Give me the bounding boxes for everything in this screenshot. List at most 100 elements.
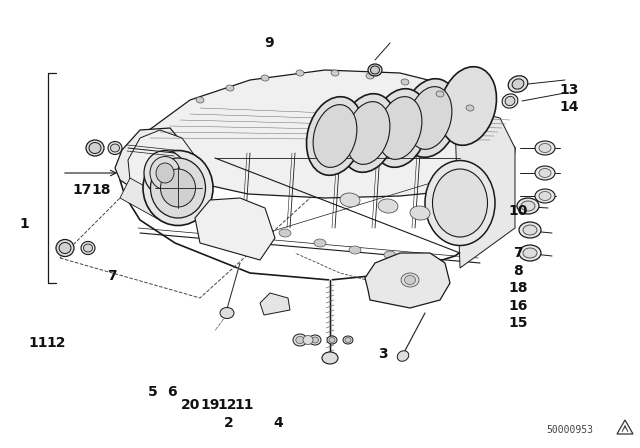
Text: 8: 8	[513, 264, 524, 278]
Ellipse shape	[313, 105, 357, 168]
Ellipse shape	[345, 338, 351, 342]
Ellipse shape	[161, 169, 195, 207]
Ellipse shape	[220, 307, 234, 319]
Ellipse shape	[108, 142, 122, 155]
Ellipse shape	[150, 158, 205, 218]
Ellipse shape	[535, 166, 555, 180]
Ellipse shape	[81, 241, 95, 254]
Ellipse shape	[309, 335, 321, 345]
Ellipse shape	[371, 66, 380, 74]
Ellipse shape	[539, 143, 551, 152]
Ellipse shape	[83, 244, 93, 252]
Ellipse shape	[349, 246, 361, 254]
Text: 12: 12	[47, 336, 66, 350]
Ellipse shape	[156, 163, 174, 183]
Ellipse shape	[436, 91, 444, 97]
Text: 11: 11	[29, 336, 48, 350]
Ellipse shape	[466, 105, 474, 111]
Ellipse shape	[296, 70, 304, 76]
Ellipse shape	[226, 85, 234, 91]
Ellipse shape	[502, 94, 518, 108]
Ellipse shape	[535, 189, 555, 203]
Text: 13: 13	[560, 82, 579, 97]
Ellipse shape	[523, 248, 537, 258]
Text: 7: 7	[513, 246, 524, 260]
Ellipse shape	[425, 160, 495, 246]
Text: 20: 20	[181, 398, 200, 413]
Polygon shape	[120, 178, 175, 223]
Ellipse shape	[150, 156, 180, 190]
Ellipse shape	[384, 251, 396, 259]
Ellipse shape	[404, 276, 415, 284]
Ellipse shape	[339, 94, 397, 172]
Ellipse shape	[512, 79, 524, 89]
Ellipse shape	[331, 70, 339, 76]
Ellipse shape	[143, 151, 213, 225]
Ellipse shape	[340, 193, 360, 207]
Text: 50000953: 50000953	[547, 425, 593, 435]
Text: 11: 11	[235, 398, 254, 413]
Text: 16: 16	[509, 298, 528, 313]
Ellipse shape	[111, 144, 120, 152]
Ellipse shape	[414, 254, 426, 262]
Text: 6: 6	[166, 385, 177, 399]
Text: 9: 9	[264, 35, 274, 50]
Ellipse shape	[303, 336, 313, 345]
Text: 3: 3	[378, 347, 388, 361]
Ellipse shape	[329, 338, 335, 342]
Polygon shape	[130, 70, 512, 198]
Ellipse shape	[401, 273, 419, 287]
Text: 15: 15	[509, 316, 528, 331]
Ellipse shape	[440, 67, 497, 145]
Ellipse shape	[312, 337, 319, 343]
Polygon shape	[195, 198, 275, 260]
Ellipse shape	[539, 168, 551, 177]
Polygon shape	[455, 113, 515, 268]
Polygon shape	[128, 130, 205, 218]
Ellipse shape	[378, 199, 398, 213]
Text: 5: 5	[147, 385, 157, 399]
Ellipse shape	[59, 242, 71, 254]
Ellipse shape	[279, 229, 291, 237]
Ellipse shape	[86, 140, 104, 156]
Text: 14: 14	[560, 99, 579, 114]
Ellipse shape	[196, 97, 204, 103]
Ellipse shape	[368, 64, 382, 76]
Polygon shape	[115, 128, 200, 216]
Text: 12: 12	[218, 398, 237, 413]
Ellipse shape	[521, 201, 535, 211]
Text: 17: 17	[72, 183, 92, 198]
Ellipse shape	[89, 142, 101, 154]
Ellipse shape	[505, 96, 515, 106]
Ellipse shape	[366, 73, 374, 79]
Ellipse shape	[322, 352, 338, 364]
Ellipse shape	[378, 97, 422, 159]
Ellipse shape	[307, 97, 364, 175]
Ellipse shape	[293, 334, 307, 346]
Ellipse shape	[327, 336, 337, 344]
Ellipse shape	[539, 191, 551, 201]
Text: 4: 4	[273, 416, 284, 431]
Text: 18: 18	[509, 280, 528, 295]
Text: 7: 7	[107, 268, 117, 283]
Ellipse shape	[410, 206, 430, 220]
Ellipse shape	[508, 76, 528, 92]
Text: 10: 10	[509, 203, 528, 218]
Ellipse shape	[371, 89, 429, 167]
Ellipse shape	[523, 225, 537, 235]
Ellipse shape	[314, 239, 326, 247]
Ellipse shape	[346, 102, 390, 164]
Ellipse shape	[401, 79, 409, 85]
Polygon shape	[365, 253, 450, 308]
Ellipse shape	[433, 169, 488, 237]
Ellipse shape	[401, 79, 458, 157]
Text: 2: 2	[224, 416, 234, 431]
Ellipse shape	[408, 86, 452, 149]
Ellipse shape	[519, 245, 541, 261]
Polygon shape	[120, 76, 515, 280]
Ellipse shape	[261, 75, 269, 81]
Ellipse shape	[535, 141, 555, 155]
Text: 18: 18	[92, 183, 111, 198]
Ellipse shape	[397, 351, 409, 361]
Ellipse shape	[144, 151, 186, 195]
